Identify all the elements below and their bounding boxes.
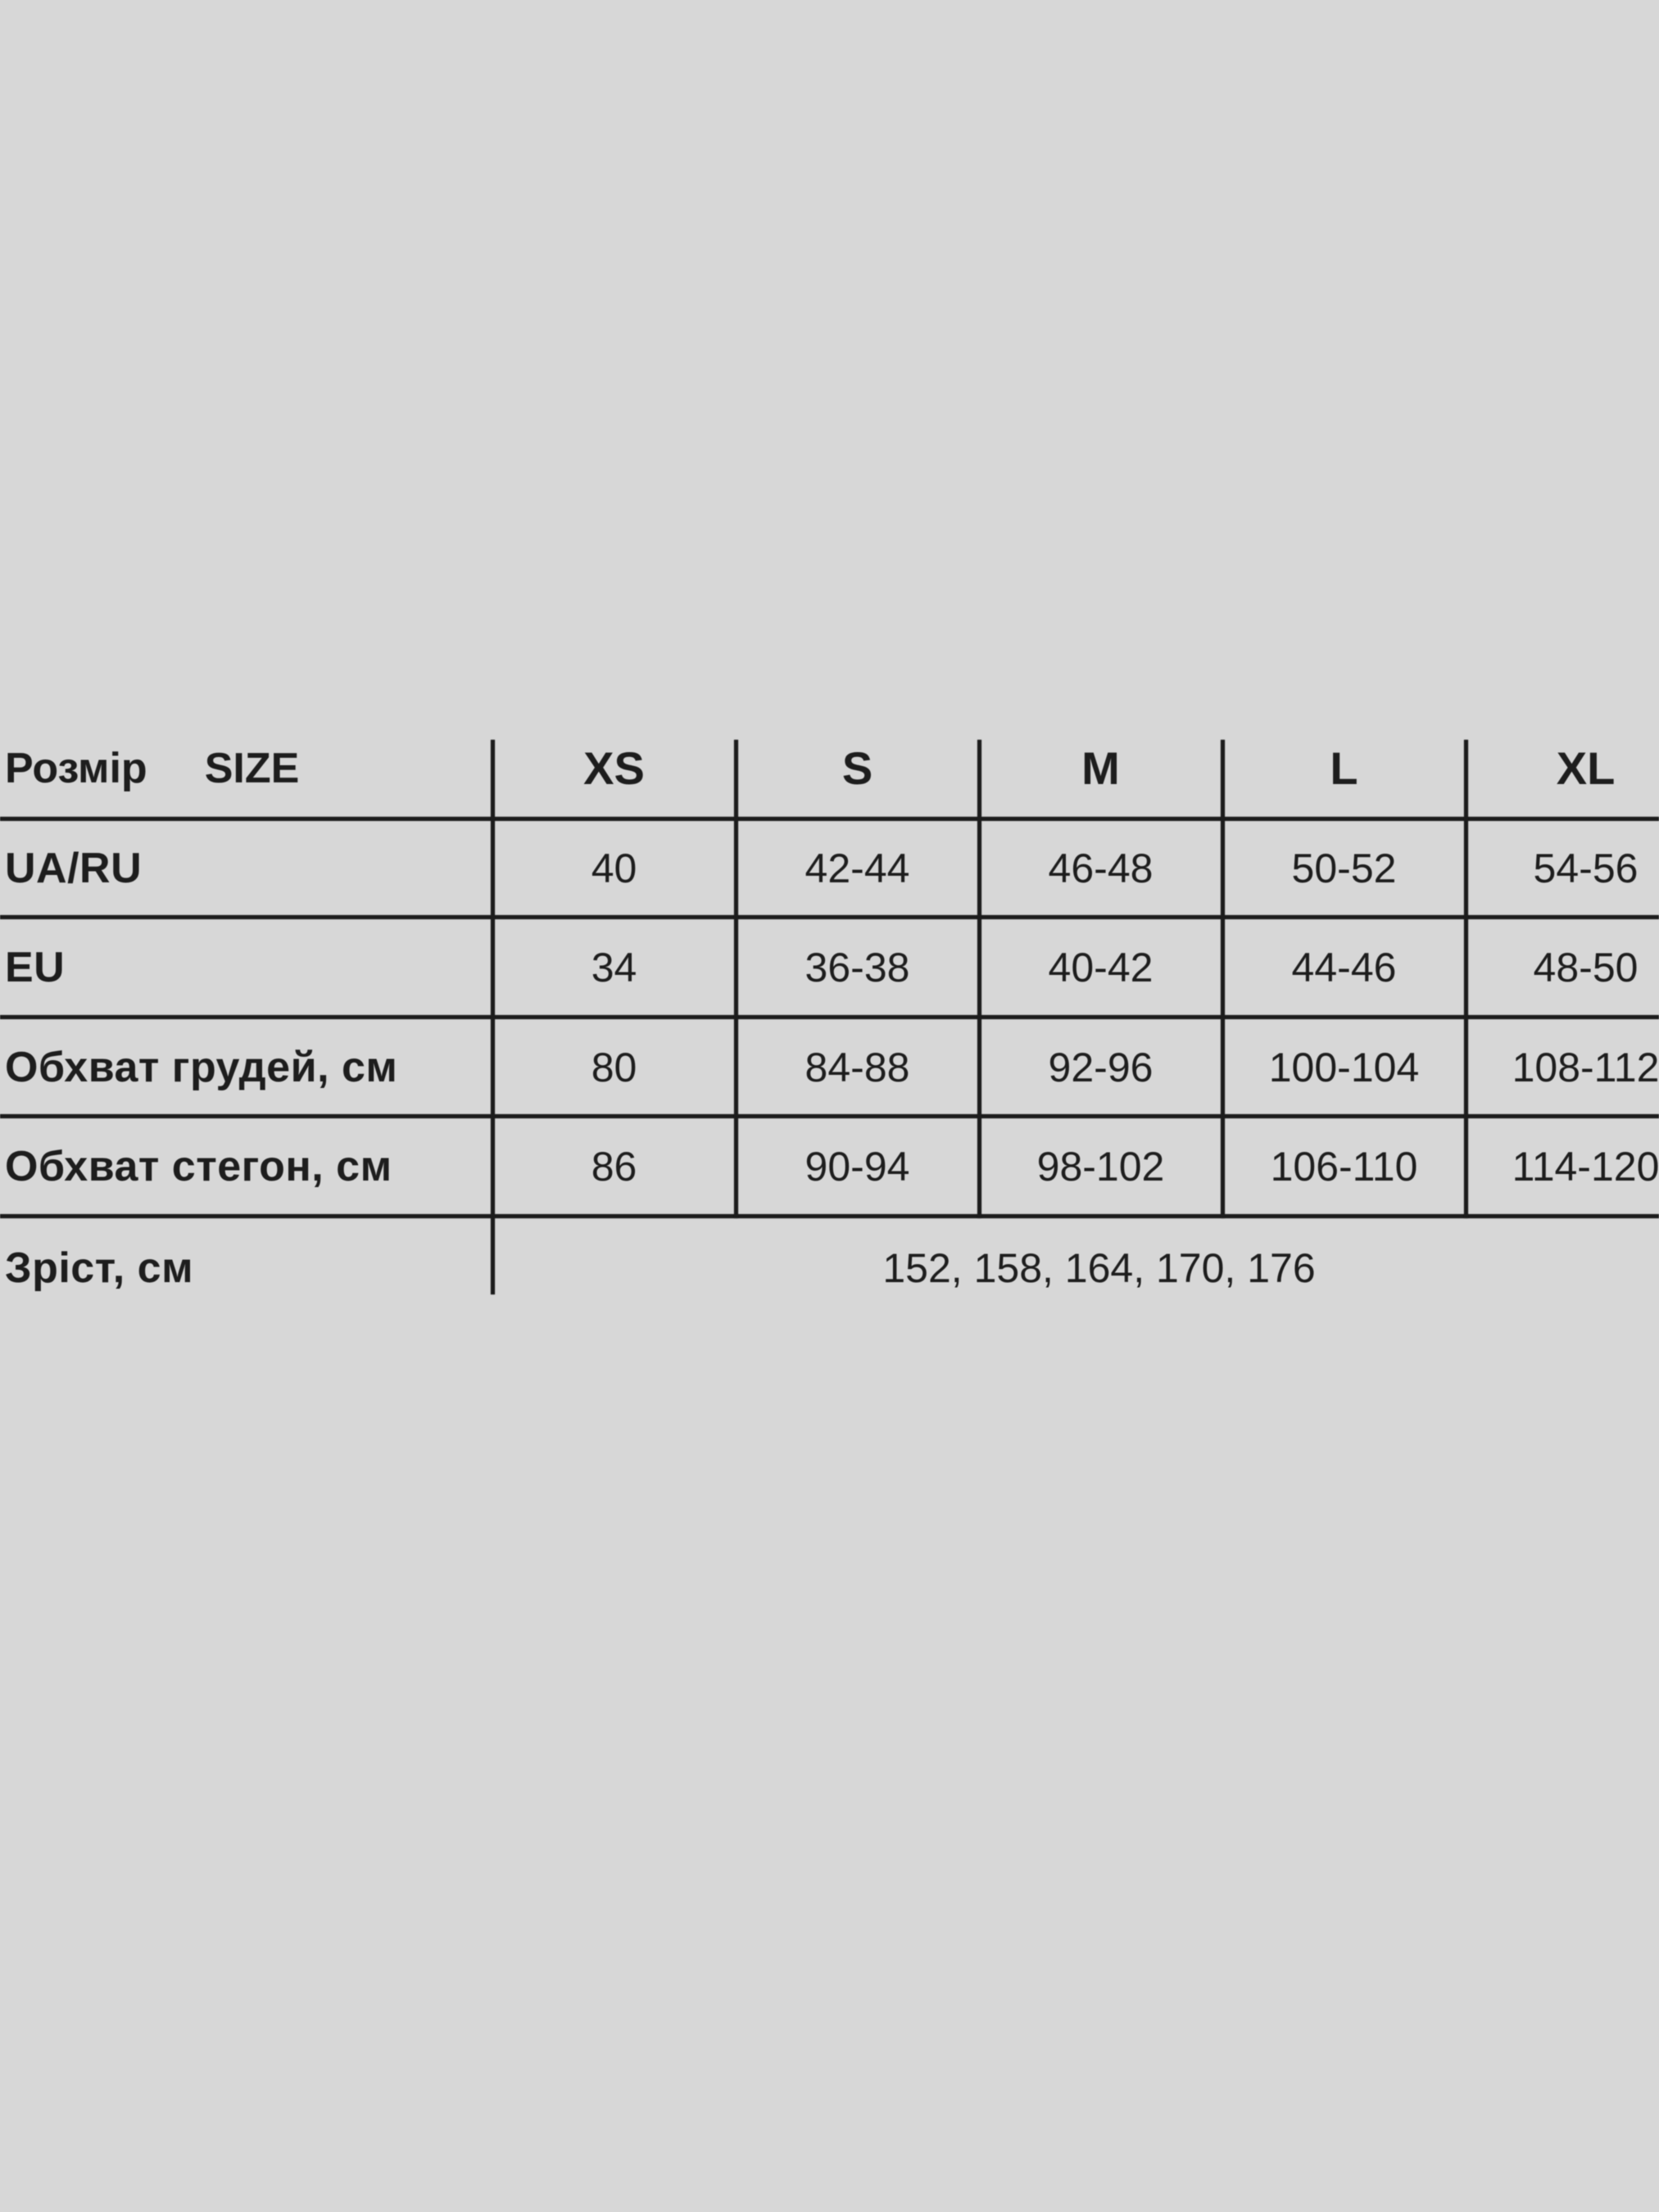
cell-hip-m: 98-102 (1036, 1144, 1165, 1190)
grid-line-vertical-4 (1221, 740, 1225, 1218)
cell-ua-ru-s: 42-44 (805, 845, 910, 891)
grid-line-vertical-3 (977, 740, 981, 1218)
grid-line-horizontal-2 (0, 915, 1659, 919)
grid-line-horizontal-3 (0, 1015, 1659, 1019)
size-chart-table: Розмір SIZE XS S M L XL UA/RU 40 42-44 4… (0, 717, 1659, 1319)
cell-ua-ru-m: 46-48 (1048, 845, 1154, 891)
cell-ua-ru-xl: 54-56 (1533, 845, 1639, 891)
cell-eu-m: 40-42 (1048, 945, 1154, 990)
cell-eu-xs: 34 (591, 945, 637, 990)
row-label-chest-girth: Обхват грудей, см (5, 1043, 398, 1091)
cell-chest-xl: 108-112 (1512, 1044, 1659, 1090)
column-header-s: S (841, 742, 873, 794)
row-label-hip-girth: Обхват стегон, см (5, 1143, 392, 1190)
cell-height-merged: 152, 158, 164, 170, 176 (882, 1244, 1316, 1291)
column-header-l: L (1330, 742, 1358, 794)
grid-line-vertical-2 (734, 740, 738, 1218)
cell-hip-xs: 86 (591, 1144, 637, 1190)
column-header-m: M (1081, 742, 1120, 794)
cell-hip-s: 90-94 (805, 1144, 910, 1190)
column-header-xl: XL (1556, 742, 1616, 794)
cell-ua-ru-l: 50-52 (1291, 845, 1397, 891)
cell-ua-ru-xs: 40 (591, 845, 637, 891)
cell-chest-s: 84-88 (805, 1044, 910, 1090)
header-size-label-ua: Розмір (5, 744, 147, 792)
cell-hip-l: 106-110 (1270, 1144, 1418, 1190)
grid-line-horizontal-5 (0, 1214, 1659, 1218)
cell-chest-xs: 80 (591, 1044, 637, 1090)
size-chart-grid: Розмір SIZE XS S M L XL UA/RU 40 42-44 4… (0, 717, 1659, 1319)
cell-eu-l: 44-46 (1291, 945, 1397, 990)
cell-chest-m: 92-96 (1048, 1044, 1154, 1090)
grid-line-vertical-1 (491, 740, 495, 1294)
grid-line-vertical-5 (1464, 740, 1468, 1218)
column-header-xs: XS (583, 742, 645, 794)
cell-chest-l: 100-104 (1268, 1044, 1420, 1090)
cell-hip-xl: 114-120 (1512, 1144, 1659, 1190)
cell-eu-xl: 48-50 (1533, 945, 1639, 990)
cell-eu-s: 36-38 (805, 945, 910, 990)
grid-line-horizontal-4 (0, 1114, 1659, 1118)
header-size-label-en: SIZE (204, 744, 300, 792)
grid-line-horizontal-1 (0, 817, 1659, 821)
header-size-label: Розмір SIZE (0, 717, 492, 819)
row-label-ua-ru: UA/RU (5, 845, 143, 892)
row-label-eu: EU (5, 944, 66, 991)
row-label-height: Зріст, см (5, 1244, 194, 1292)
